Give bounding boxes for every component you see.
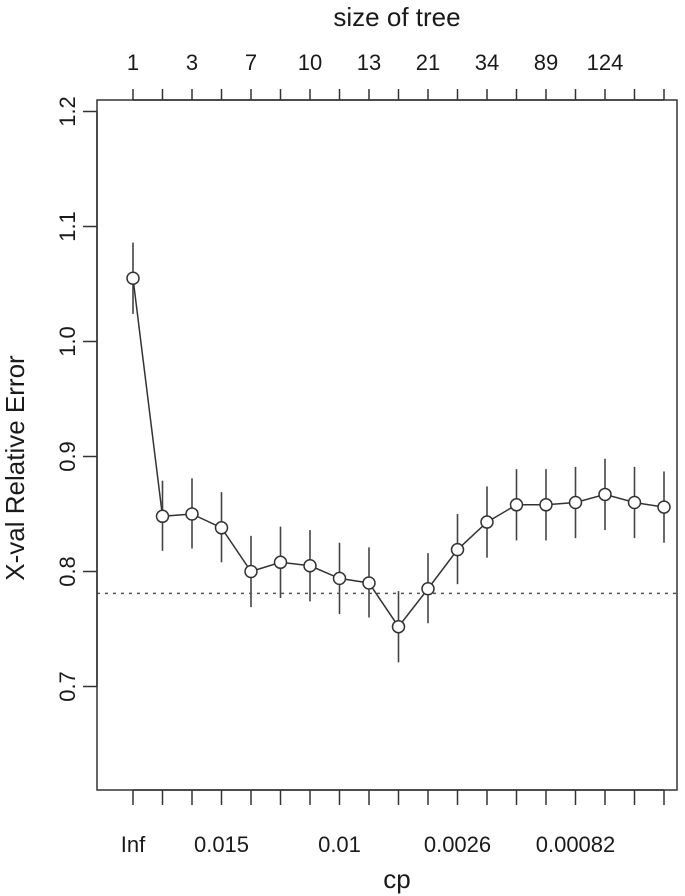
- data-point-8: [362, 576, 376, 590]
- data-point-6: [303, 559, 317, 573]
- y-tick-label: 0.9: [55, 441, 80, 472]
- y-tick-label: 0.8: [55, 556, 80, 587]
- top-axis: 1 3 7 10 13 21 34 89 124: [127, 50, 665, 101]
- data-point-17: [627, 495, 642, 510]
- top-tick-label: 7: [245, 50, 257, 75]
- data-point-1: [155, 509, 170, 524]
- top-axis-title: size of tree: [333, 2, 460, 32]
- top-tick-label: 13: [357, 50, 381, 75]
- plot-frame: [96, 99, 678, 791]
- top-tick-label: 21: [416, 50, 440, 75]
- x-tick-label: 0.00082: [536, 832, 616, 857]
- y-tick-label: 1.0: [55, 326, 80, 357]
- y-tick-label: 1.2: [55, 96, 80, 127]
- top-tick-label: 34: [475, 50, 499, 75]
- data-point-10: [421, 582, 435, 596]
- top-tick-label: 3: [186, 50, 198, 75]
- bottom-axis: Inf 0.015 0.01 0.0026 0.00082: [121, 789, 665, 857]
- data-point-15: [568, 495, 583, 510]
- left-axis: 0.7 0.8 0.9 1.0 1.1 1.2: [55, 96, 98, 702]
- series-line: [132, 278, 665, 628]
- data-point-2: [185, 507, 199, 521]
- y-tick-label: 0.7: [55, 671, 80, 702]
- data-point-3: [214, 521, 229, 535]
- data-point-18: [657, 500, 671, 514]
- x-axis-title: cp: [383, 864, 410, 894]
- data-point-4: [244, 564, 258, 579]
- data-point-13: [509, 498, 524, 512]
- x-tick-label: 0.0026: [424, 832, 491, 857]
- x-tick-label: Inf: [121, 832, 146, 857]
- top-tick-label: 10: [298, 50, 322, 75]
- data-point-7: [332, 571, 347, 586]
- top-tick-label: 1: [127, 50, 139, 75]
- data-point-5: [273, 555, 288, 570]
- data-points: [126, 271, 671, 634]
- x-tick-label: 0.01: [318, 832, 361, 857]
- y-axis-title: X-val Relative Error: [0, 355, 30, 581]
- y-tick-label: 1.1: [55, 211, 80, 242]
- x-tick-label: 0.015: [194, 832, 249, 857]
- data-point-0: [126, 271, 140, 285]
- data-point-9: [391, 619, 406, 634]
- data-point-12: [480, 515, 494, 529]
- top-tick-label: 89: [534, 50, 558, 75]
- error-bars: [132, 242, 665, 663]
- data-point-16: [598, 487, 612, 502]
- data-point-11: [450, 542, 465, 557]
- top-tick-label: 124: [587, 50, 624, 75]
- data-point-14: [539, 498, 553, 512]
